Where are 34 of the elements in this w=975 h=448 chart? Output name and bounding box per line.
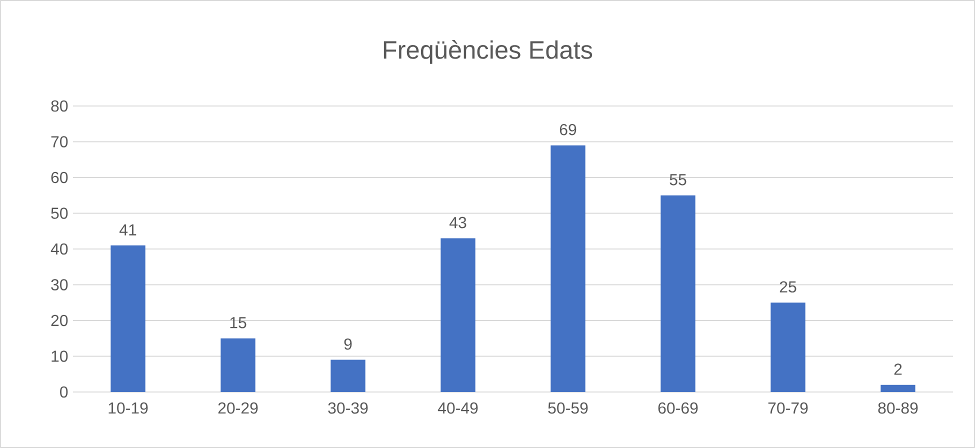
bar: [440, 238, 476, 392]
y-tick-label: 70: [51, 136, 68, 148]
x-tick-label: 20-29: [218, 402, 258, 414]
data-label: 41: [119, 224, 136, 236]
y-tick-label: 20: [51, 314, 68, 326]
data-label: 15: [230, 317, 246, 328]
y-tick-label: 30: [51, 279, 68, 290]
data-label: 9: [344, 338, 352, 350]
data-label: 43: [449, 216, 466, 228]
x-tick-label: 70-79: [768, 402, 808, 414]
bar: [330, 360, 366, 392]
bar: [660, 195, 696, 392]
x-tick-label: 30-39: [328, 402, 368, 414]
x-tick-label: 50-59: [548, 402, 588, 414]
data-label: 55: [670, 174, 686, 186]
y-tick-label: 50: [51, 208, 68, 219]
y-tick-label: 60: [51, 172, 68, 184]
y-tick-label: 40: [50, 243, 68, 255]
data-label: 25: [780, 281, 796, 293]
y-tick-label: 80: [51, 100, 68, 112]
chart-title: Freqüències Edats: [384, 40, 592, 64]
x-tick-label: 60-69: [658, 402, 698, 414]
bar: [880, 384, 916, 392]
bar: [770, 302, 806, 392]
bar: [550, 145, 586, 392]
y-tick-label: 10: [52, 350, 68, 362]
bar: [110, 245, 146, 392]
bar: [220, 338, 256, 392]
data-label: 2: [894, 364, 902, 375]
y-tick-label: 0: [60, 386, 68, 398]
x-tick-label: 10-19: [108, 402, 148, 414]
x-tick-label: 80-89: [878, 402, 918, 414]
data-label: 69: [560, 124, 576, 136]
x-tick-label: 40-49: [438, 402, 478, 414]
